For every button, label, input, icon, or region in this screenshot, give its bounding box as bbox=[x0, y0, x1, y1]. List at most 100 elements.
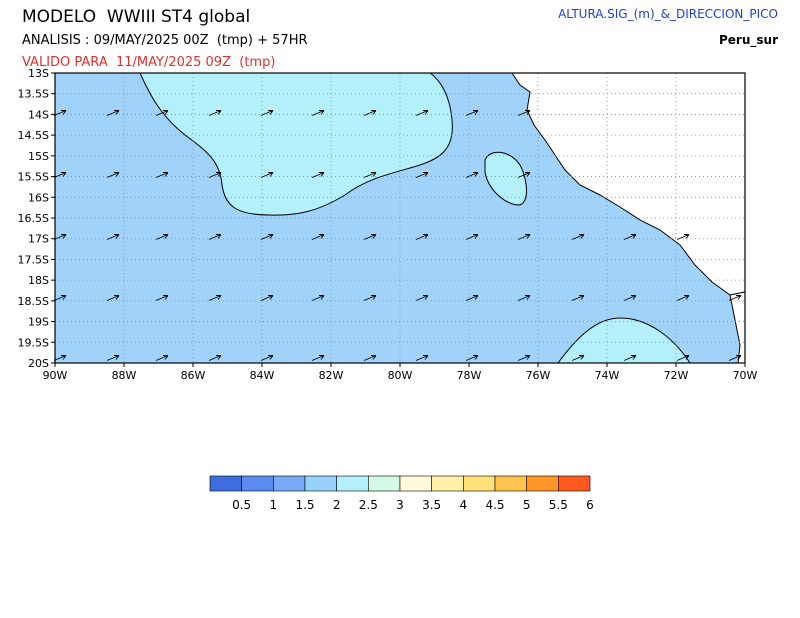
wave-arrow bbox=[623, 355, 637, 361]
wave-arrow bbox=[53, 110, 67, 116]
wave-arrow bbox=[260, 295, 274, 301]
lat-label: 18.5S bbox=[18, 295, 49, 308]
colorbar-box bbox=[368, 475, 401, 492]
colorbar-label: 4 bbox=[460, 498, 468, 512]
wave-arrow bbox=[517, 234, 531, 240]
region: Peru_sur bbox=[719, 33, 778, 48]
wave-arrow bbox=[260, 172, 274, 178]
colorbar-box bbox=[209, 475, 242, 492]
lat-label: 19S bbox=[28, 316, 49, 329]
wave-arrow bbox=[571, 355, 585, 361]
wave-arrow bbox=[155, 355, 169, 361]
colorbar-box bbox=[336, 475, 369, 492]
wave-arrow bbox=[106, 172, 120, 178]
wave-arrow bbox=[728, 295, 742, 301]
wave-arrow bbox=[260, 355, 274, 361]
colorbar-label: 2.5 bbox=[359, 498, 378, 512]
wave-arrow bbox=[311, 172, 325, 178]
lon-label: 80W bbox=[388, 369, 413, 382]
wave-arrow bbox=[106, 110, 120, 116]
lon-label: 70W bbox=[733, 369, 758, 382]
wave-arrow bbox=[465, 110, 479, 116]
wave-arrow bbox=[415, 234, 429, 240]
lat-label: 13S bbox=[28, 67, 49, 80]
wave-arrow bbox=[676, 234, 690, 240]
colorbar-label: 5 bbox=[523, 498, 531, 512]
lon-label: 72W bbox=[664, 369, 689, 382]
lon-label: 78W bbox=[457, 369, 482, 382]
colorbar-label: 3 bbox=[396, 498, 404, 512]
wave-arrow bbox=[571, 295, 585, 301]
wave-arrow bbox=[208, 234, 222, 240]
lon-label: 90W bbox=[43, 369, 68, 382]
wave-arrow bbox=[53, 172, 67, 178]
wave-arrow bbox=[517, 295, 531, 301]
colorbar-label: 5.5 bbox=[549, 498, 568, 512]
wave-arrow bbox=[465, 234, 479, 240]
wave-arrow bbox=[465, 172, 479, 178]
wave-arrow bbox=[363, 355, 377, 361]
colorbar-label: 1 bbox=[270, 498, 278, 512]
wave-arrow bbox=[571, 234, 585, 240]
lat-label: 15S bbox=[28, 150, 49, 163]
colorbar-label: 4.5 bbox=[485, 498, 504, 512]
lat-label: 16.5S bbox=[18, 212, 49, 225]
lat-label: 14.5S bbox=[18, 129, 49, 142]
wave-arrow bbox=[623, 295, 637, 301]
wave-arrow bbox=[53, 295, 67, 301]
wave-arrow bbox=[208, 295, 222, 301]
wave-arrow bbox=[517, 110, 531, 116]
wave-arrow bbox=[311, 110, 325, 116]
colorbar-label: 3.5 bbox=[422, 498, 441, 512]
wave-arrow bbox=[260, 110, 274, 116]
wave-arrow bbox=[415, 172, 429, 178]
lat-label: 17.5S bbox=[18, 253, 49, 266]
colorbar-label: 1.5 bbox=[295, 498, 314, 512]
wave-arrow bbox=[311, 234, 325, 240]
wave-arrow bbox=[728, 355, 742, 361]
wave-arrow bbox=[208, 355, 222, 361]
wave-arrow bbox=[208, 172, 222, 178]
wave-arrow bbox=[155, 110, 169, 116]
map-frame bbox=[54, 72, 746, 364]
wave-arrow bbox=[363, 172, 377, 178]
colorbar-box bbox=[304, 475, 337, 492]
wave-arrow bbox=[106, 355, 120, 361]
wave-arrow bbox=[415, 355, 429, 361]
lat-label: 20S bbox=[28, 357, 49, 370]
wave-arrow bbox=[363, 110, 377, 116]
wave-arrow bbox=[155, 172, 169, 178]
colorbar-box bbox=[399, 475, 432, 492]
lat-label: 16S bbox=[28, 191, 49, 204]
variable: ALTURA.SIG_(m)_&_DIRECCION_PICO bbox=[558, 7, 778, 21]
colorbar-label: 6 bbox=[586, 498, 594, 512]
colorbar-box bbox=[494, 475, 527, 492]
wave-arrow bbox=[363, 234, 377, 240]
colorbar-box bbox=[526, 475, 559, 492]
wave-arrow bbox=[208, 110, 222, 116]
lat-label: 19.5S bbox=[18, 336, 49, 349]
lat-label: 17S bbox=[28, 233, 49, 246]
wave-arrow bbox=[415, 295, 429, 301]
wave-arrow bbox=[53, 355, 67, 361]
wave-arrow bbox=[53, 234, 67, 240]
colorbar-box bbox=[431, 475, 464, 492]
lon-label: 88W bbox=[112, 369, 137, 382]
wave-arrow bbox=[517, 172, 531, 178]
colorbar-box bbox=[241, 475, 274, 492]
colorbar-label: 2 bbox=[333, 498, 341, 512]
wave-arrow bbox=[155, 234, 169, 240]
wave-arrow bbox=[623, 234, 637, 240]
title: MODELO WWIII ST4 global bbox=[22, 7, 250, 27]
wave-arrow bbox=[465, 295, 479, 301]
wave-arrow bbox=[311, 355, 325, 361]
land bbox=[729, 291, 745, 363]
wave-arrow bbox=[311, 295, 325, 301]
map bbox=[51, 72, 746, 367]
wave-arrow bbox=[106, 234, 120, 240]
colorbar-box bbox=[558, 475, 591, 492]
analysis: ANALISIS : 09/MAY/2025 00Z (tmp) + 57HR bbox=[22, 33, 308, 48]
wave-arrow bbox=[106, 295, 120, 301]
lon-label: 82W bbox=[319, 369, 344, 382]
